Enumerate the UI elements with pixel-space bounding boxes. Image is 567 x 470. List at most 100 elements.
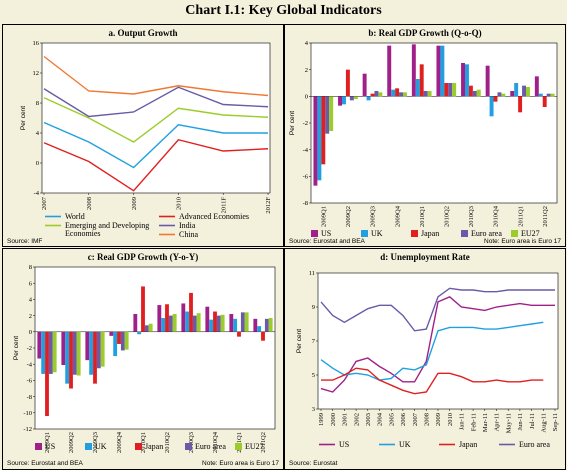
x-tick-label: 2009Q1 bbox=[44, 432, 51, 453]
page-title: Chart I.1: Key Global Indicators bbox=[185, 3, 382, 18]
y-tick-label: -6 bbox=[303, 174, 309, 181]
bar-euro-area bbox=[349, 96, 354, 101]
series-line-japan bbox=[321, 367, 544, 395]
bar-uk bbox=[113, 331, 118, 357]
bar-eu27 bbox=[476, 89, 481, 97]
y-axis-label: Per cent bbox=[296, 329, 303, 353]
x-tick-label: 2006 bbox=[400, 412, 407, 426]
y-tick-label: 16 bbox=[33, 40, 40, 47]
legend-swatch-us bbox=[35, 443, 42, 450]
bar-euro-area bbox=[72, 331, 77, 375]
footnote: Note: Euro area is Euro 17 bbox=[202, 460, 279, 467]
legend-label-world: World bbox=[65, 212, 85, 221]
bar-euro-area bbox=[374, 91, 379, 97]
y-tick-label: 7 bbox=[312, 338, 316, 345]
bar-uk bbox=[137, 331, 142, 335]
x-tick-label: 2010Q1 bbox=[140, 432, 147, 453]
legend-swatch-uk bbox=[361, 230, 368, 237]
series-line-advanced-economies bbox=[43, 138, 269, 192]
bar-euro-area bbox=[325, 96, 330, 134]
x-tick-label: 2010Q2 bbox=[164, 432, 171, 453]
legend-swatch-us bbox=[311, 230, 318, 237]
chart-title: b: Real GDP Growth (Q-o-Q) bbox=[368, 28, 481, 38]
x-tick-label: Feb-11 bbox=[470, 413, 477, 431]
x-tick-label: Jun-11 bbox=[517, 413, 524, 430]
y-tick-label: -4 bbox=[27, 361, 33, 368]
y-tick-label: 4 bbox=[29, 297, 33, 304]
bar-eu27 bbox=[76, 331, 81, 376]
x-tick-label: 2010Q4 bbox=[493, 205, 500, 227]
footnote: Note: Euro area is Euro 17 bbox=[484, 238, 561, 245]
y-tick-label: 11 bbox=[309, 270, 315, 277]
bar-japan bbox=[395, 88, 400, 97]
bar-us bbox=[109, 331, 114, 336]
chart-panel-gdp-qoq: b: Real GDP Growth (Q-o-Q) -8 -6 -4 -2 0 2 4 Per… bbox=[284, 24, 566, 247]
bar-uk bbox=[440, 45, 445, 97]
bar-eu27 bbox=[124, 331, 129, 350]
bar-eu27 bbox=[52, 331, 57, 373]
bar-uk bbox=[233, 318, 238, 332]
y-tick-label: 0 bbox=[305, 94, 308, 101]
bar-japan bbox=[493, 96, 498, 102]
bar-japan bbox=[213, 311, 217, 332]
x-tick-label: 2010Q3 bbox=[468, 206, 475, 227]
bar-euro-area bbox=[264, 318, 269, 332]
bar-japan bbox=[444, 83, 449, 97]
bar-us bbox=[229, 313, 234, 332]
source-note: Source: Eurostat and BEA bbox=[289, 238, 366, 245]
y-tick-label: -6 bbox=[27, 378, 33, 385]
bar-eu27 bbox=[196, 313, 201, 332]
x-tick-label: 2000 bbox=[330, 413, 337, 426]
chart-panel-output-growth: a. Output Growth -4 0 4 8 12 16 Per cent 2007 200… bbox=[2, 24, 284, 247]
bar-us bbox=[338, 96, 342, 106]
bar-euro-area bbox=[448, 83, 453, 97]
x-tick-label: 2009Q3 bbox=[92, 432, 99, 453]
bar-euro-area bbox=[522, 85, 527, 97]
y-axis-label: Per cent bbox=[20, 106, 27, 130]
gdp-qoq-chart: b: Real GDP Growth (Q-o-Q) -8 -6 -4 -2 0 2 4 Per… bbox=[289, 28, 561, 245]
bar-euro-area bbox=[144, 325, 149, 332]
bar-japan bbox=[45, 331, 49, 417]
bar-euro-area bbox=[240, 312, 245, 332]
bar-uk bbox=[415, 79, 420, 97]
legend-label-us: US bbox=[321, 229, 331, 238]
x-tick-label: 2011Q2 bbox=[542, 206, 549, 227]
legend-label-eu27: EU27 bbox=[245, 442, 264, 451]
bar-euro-area bbox=[96, 331, 101, 369]
bar-japan bbox=[518, 96, 523, 113]
y-tick-label: 0 bbox=[36, 160, 39, 167]
bar-us bbox=[133, 313, 138, 332]
x-tick-label: 2010Q2 bbox=[444, 206, 451, 227]
y-tick-label: -4 bbox=[303, 147, 309, 154]
legend-label-japan: Japan bbox=[421, 229, 439, 238]
plot-area bbox=[317, 272, 559, 410]
bar-uk bbox=[89, 331, 94, 375]
y-tick-label: 9 bbox=[312, 304, 315, 311]
legend-label-emerging-and-developing-economies: Emerging and Developing Economies bbox=[65, 221, 149, 238]
bar-us bbox=[85, 331, 90, 361]
bar-japan bbox=[117, 331, 121, 344]
y-tick-label: 2 bbox=[29, 313, 32, 320]
x-tick-label: 2010 bbox=[447, 413, 454, 426]
legend-swatch-japan bbox=[135, 443, 142, 450]
bar-uk bbox=[342, 96, 346, 105]
bar-uk bbox=[185, 311, 190, 332]
legend-label-india: India bbox=[179, 221, 196, 230]
series-line-euro-area bbox=[320, 287, 555, 332]
x-tick-label: 2009Q3 bbox=[370, 206, 377, 227]
legend-label-us: US bbox=[45, 442, 55, 451]
bar-euro-area bbox=[168, 315, 173, 332]
x-tick-label: 1999 bbox=[318, 413, 325, 426]
bar-eu27 bbox=[550, 93, 555, 97]
legend-label-advanced-economies: Advanced Economies bbox=[179, 212, 249, 221]
x-tick-label: 2009 bbox=[131, 197, 138, 210]
bar-japan bbox=[321, 96, 326, 165]
bar-uk bbox=[209, 319, 214, 332]
series-line-uk bbox=[320, 321, 544, 381]
y-tick-label: 4 bbox=[305, 40, 309, 47]
bar-us bbox=[181, 303, 186, 332]
bar-eu27 bbox=[244, 312, 249, 332]
bar-euro-area bbox=[192, 315, 197, 332]
bar-uk bbox=[538, 93, 543, 97]
y-tick-label: -12 bbox=[23, 426, 32, 433]
